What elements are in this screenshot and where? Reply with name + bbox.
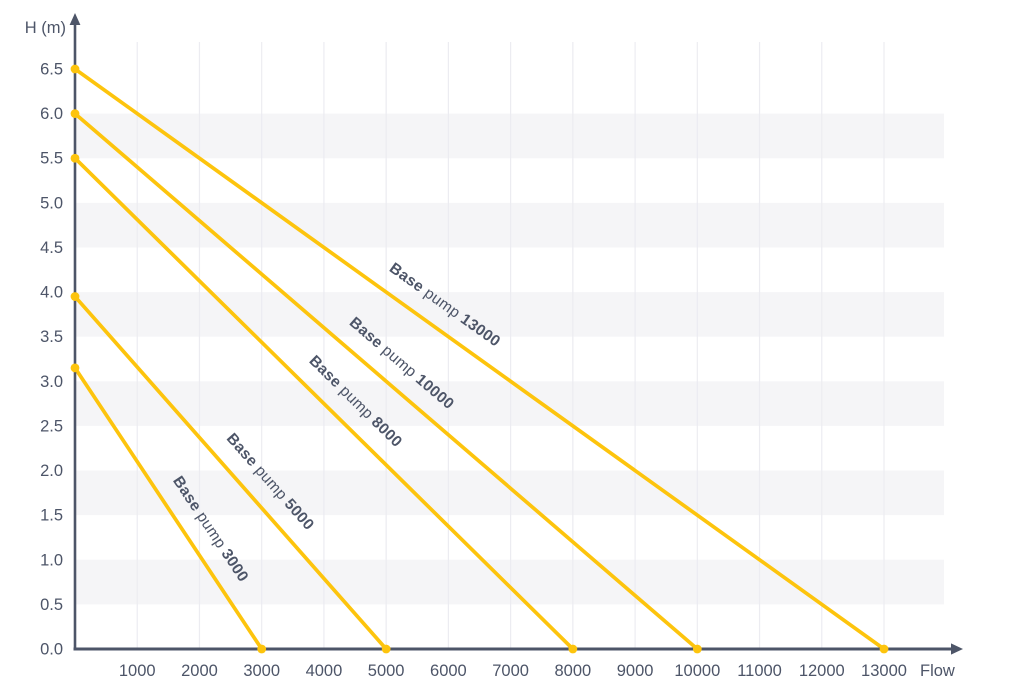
x-tick-label-2000: 2000 (181, 662, 218, 680)
y-tick-label-0.5: 0.5 (40, 596, 63, 614)
curves-layer (73, 67, 886, 651)
x-tick-label-13000: 13000 (861, 662, 907, 680)
curve-start-dot-3000 (70, 363, 80, 373)
x-tick-label-4000: 4000 (306, 662, 343, 680)
pump-curve-10000 (73, 111, 700, 651)
curve-end-dot-8000 (568, 644, 578, 654)
y-tick-label-2.5: 2.5 (40, 417, 63, 435)
pump-curve-8000 (73, 156, 575, 651)
pump-curve-5000 (73, 294, 389, 651)
stripe-band (75, 470, 944, 516)
y-tick-label-3.0: 3.0 (40, 373, 63, 391)
y-tick-label-4.5: 4.5 (40, 239, 63, 257)
curve-start-dot-8000 (70, 153, 80, 163)
stripe-band (75, 381, 944, 426)
stripe-band (75, 559, 944, 605)
pump-curve-13000 (73, 67, 886, 651)
curve-end-dot-10000 (692, 644, 702, 654)
gridlines-layer (136, 42, 885, 649)
x-axis-title: Flow (920, 662, 955, 680)
x-tick-label-3000: 3000 (243, 662, 280, 680)
curve-start-dot-5000 (70, 292, 80, 301)
y-tick-label-6.0: 6.0 (40, 105, 63, 123)
x-tick-label-6000: 6000 (430, 662, 467, 680)
stripe-bands-layer (75, 113, 944, 605)
stripe-band (75, 292, 944, 337)
y-tick-label-2.0: 2.0 (40, 462, 63, 480)
stripe-band (75, 113, 944, 159)
y-tick-label-5.0: 5.0 (40, 194, 63, 212)
y-tick-label-1.0: 1.0 (40, 551, 63, 569)
y-axis-arrow-icon (69, 13, 81, 25)
pump-curve-3000 (73, 366, 264, 651)
axes-layer (69, 13, 963, 655)
x-tick-label-7000: 7000 (492, 662, 529, 680)
y-tick-label-1.5: 1.5 (40, 507, 63, 525)
x-tick-label-10000: 10000 (674, 662, 720, 680)
x-tick-label-11000: 11000 (737, 662, 782, 680)
y-tick-label-6.5: 6.5 (40, 60, 63, 78)
x-tick-label-1000: 1000 (119, 662, 156, 680)
y-tick-label-5.5: 5.5 (40, 150, 63, 168)
curve-end-dot-5000 (381, 644, 391, 654)
y-axis-title: H (m) (25, 19, 66, 37)
x-tick-label-9000: 9000 (617, 662, 654, 680)
curve-start-dot-13000 (70, 64, 80, 74)
curve-end-dot-13000 (879, 644, 889, 654)
x-tick-label-5000: 5000 (368, 662, 405, 680)
y-tick-label-3.5: 3.5 (40, 328, 63, 346)
x-axis-arrow-icon (951, 643, 963, 655)
y-tick-label-0.0: 0.0 (40, 641, 63, 659)
curve-start-dot-10000 (70, 109, 80, 119)
tick-labels-layer: 1000 2000 3000 4000 5000 6000 7000 8000 9000 1000… (40, 60, 907, 680)
y-tick-label-4.0: 4.0 (40, 284, 63, 302)
curve-end-dot-3000 (257, 644, 267, 654)
x-tick-label-12000: 12000 (799, 662, 845, 680)
curve-endpoints-layer (70, 64, 889, 654)
x-tick-label-8000: 8000 (554, 662, 591, 680)
